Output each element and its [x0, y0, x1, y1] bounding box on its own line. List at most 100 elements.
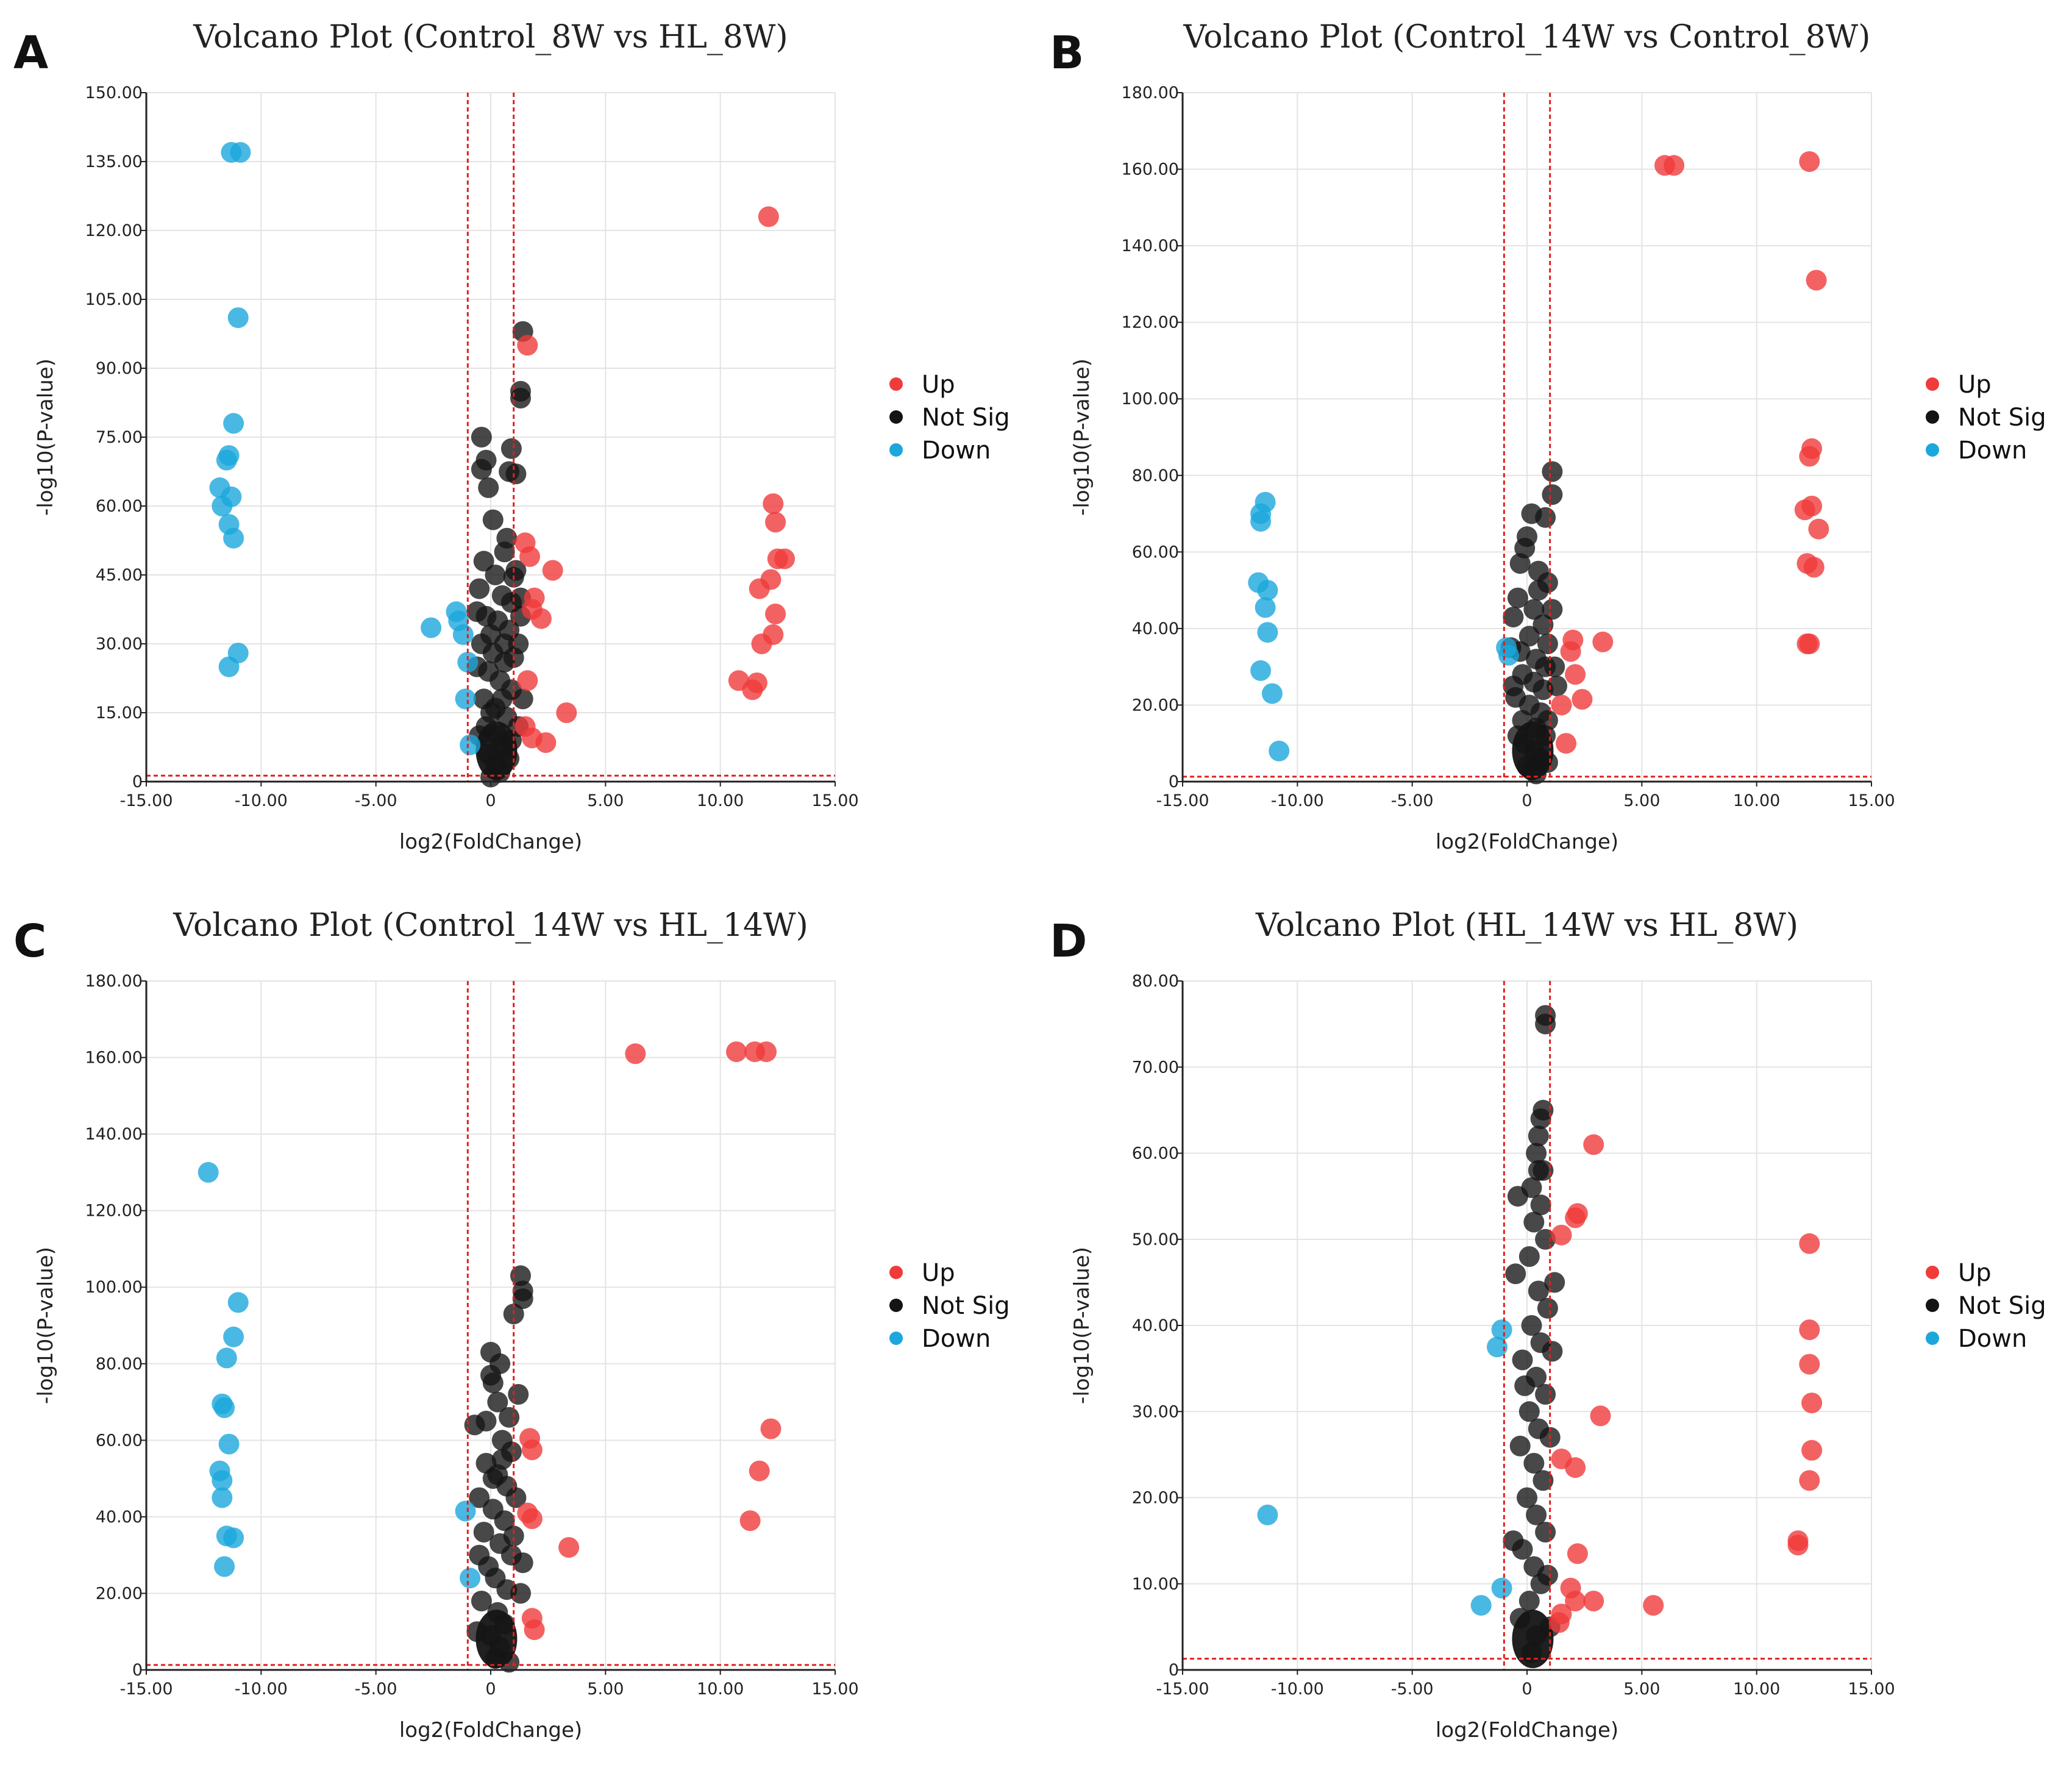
x-axis-label: log2(FoldChange) — [399, 830, 582, 854]
point-not-sig — [1535, 1522, 1556, 1542]
point-down — [212, 1487, 233, 1508]
point-not-sig — [482, 1468, 504, 1489]
y-tick-label: 0 — [132, 1661, 143, 1680]
panel-b: B Volcano Plot (Control_14W vs Control_8W… — [1036, 0, 2072, 888]
point-up — [1643, 1595, 1664, 1616]
point-down — [218, 656, 240, 677]
x-tick-label: -15.00 — [119, 1680, 173, 1699]
y-tick-label: 80.00 — [1132, 972, 1179, 991]
legend-label: Up — [922, 371, 955, 399]
x-tick-label: 5.00 — [1623, 1680, 1660, 1699]
x-axis-label: log2(FoldChange) — [399, 1718, 582, 1742]
series-not-sig — [466, 321, 533, 788]
point-not-sig — [473, 1522, 494, 1542]
point-up — [1565, 1207, 1586, 1229]
point-up — [1799, 1470, 1820, 1491]
x-tick-label: -15.00 — [1156, 1680, 1209, 1699]
x-tick-label: 5.00 — [587, 791, 624, 810]
point-not-sig — [500, 438, 522, 459]
y-tick-label: 75.00 — [96, 428, 143, 447]
point-not-sig — [1526, 1504, 1547, 1525]
point-not-sig — [1528, 580, 1549, 601]
y-tick-label: 120.00 — [1122, 313, 1179, 332]
point-up — [1565, 664, 1586, 685]
point-down — [452, 624, 474, 645]
point-not-sig — [1505, 1263, 1526, 1285]
point-down — [223, 1527, 244, 1549]
x-tick-label: 0 — [485, 791, 496, 810]
point-up — [1803, 557, 1825, 578]
point-up — [742, 679, 763, 701]
panel-letter: B — [1050, 27, 1084, 79]
point-not-sig — [1537, 752, 1558, 773]
data-points — [1248, 151, 1829, 785]
point-up — [1565, 1591, 1586, 1611]
point-up — [1560, 641, 1581, 662]
y-tick-label: 60.00 — [96, 497, 143, 516]
point-not-sig — [1512, 1349, 1533, 1371]
point-not-sig — [494, 1510, 515, 1532]
point-not-sig — [469, 1487, 490, 1508]
y-tick-label: 20.00 — [1132, 1489, 1179, 1508]
point-not-sig — [1535, 1384, 1556, 1405]
point-up — [1583, 1591, 1604, 1611]
point-down — [1269, 740, 1290, 761]
x-tick-label: -5.00 — [1391, 791, 1434, 810]
point-up — [521, 1508, 543, 1529]
series-down — [1257, 1319, 1512, 1616]
point-up — [1583, 1134, 1604, 1155]
point-not-sig — [480, 624, 501, 645]
data-points — [198, 1041, 781, 1673]
point-not-sig — [1509, 553, 1531, 574]
point-up — [760, 1418, 781, 1439]
point-not-sig — [505, 1487, 527, 1508]
point-up — [1590, 1405, 1611, 1427]
panel-letter: C — [13, 915, 46, 968]
chart-title: Volcano Plot (HL_14W vs HL_8W) — [1255, 907, 1798, 944]
volcano-plot-b: B Volcano Plot (Control_14W vs Control_8W… — [1050, 19, 2046, 854]
series-up — [1551, 151, 1829, 754]
legend-marker-up — [1926, 377, 1939, 391]
volcano-plot-a: A Volcano Plot (Control_8W vs HL_8W) -15.0… — [13, 19, 1010, 854]
point-down — [460, 734, 481, 755]
x-tick-label: -5.00 — [355, 1680, 397, 1699]
y-tick-label: 100.00 — [85, 1278, 143, 1297]
y-tick-label: 45.00 — [96, 566, 143, 585]
x-tick-label: 10.00 — [697, 1680, 744, 1699]
point-up — [1799, 1233, 1820, 1254]
point-not-sig — [1507, 587, 1528, 608]
threshold-lines — [146, 981, 835, 1670]
series-down — [1248, 491, 1519, 761]
point-down — [1257, 622, 1278, 643]
point-up — [1794, 499, 1815, 521]
point-not-sig — [1547, 676, 1567, 697]
point-not-sig — [512, 688, 533, 710]
chart-title: Volcano Plot (Control_14W vs HL_14W) — [173, 907, 808, 944]
series-not-sig — [464, 1265, 533, 1673]
point-up — [774, 548, 796, 569]
point-not-sig — [1526, 1143, 1547, 1164]
point-not-sig — [499, 1407, 520, 1428]
point-not-sig — [490, 1353, 511, 1374]
point-down — [227, 1292, 249, 1313]
point-not-sig — [1521, 760, 1542, 781]
series-up — [514, 206, 796, 753]
point-down — [455, 688, 476, 710]
x-tick-label: 5.00 — [1623, 791, 1660, 810]
panel-a: A Volcano Plot (Control_8W vs HL_8W) -15.0… — [0, 0, 1036, 888]
x-tick-label: -15.00 — [119, 791, 173, 810]
legend-marker-down — [1926, 1332, 1939, 1345]
point-not-sig — [503, 1525, 524, 1547]
point-down — [1261, 683, 1283, 704]
y-tick-label: 50.00 — [1132, 1230, 1179, 1249]
point-not-sig — [510, 1265, 531, 1286]
point-not-sig — [494, 541, 515, 563]
y-tick-label: 100.00 — [1122, 390, 1179, 408]
point-not-sig — [512, 1288, 533, 1310]
y-tick-label: 80.00 — [96, 1355, 143, 1374]
y-tick-label: 105.00 — [85, 290, 143, 309]
point-not-sig — [1528, 1125, 1549, 1147]
point-not-sig — [512, 1552, 533, 1574]
point-not-sig — [1503, 1530, 1524, 1552]
